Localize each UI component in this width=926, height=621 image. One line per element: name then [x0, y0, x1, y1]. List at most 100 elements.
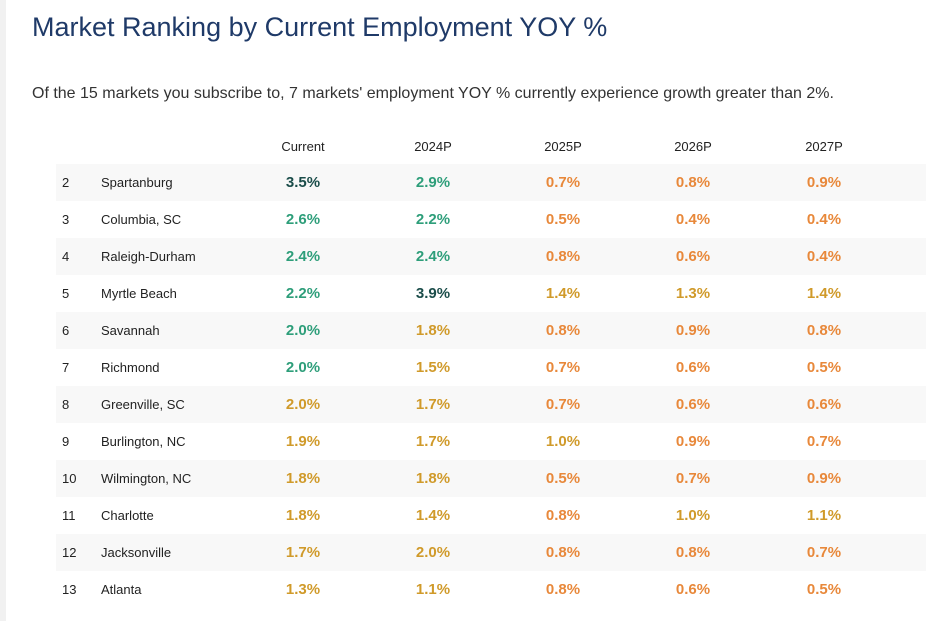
market-name-cell: Jacksonville — [101, 545, 172, 560]
table-row[interactable]: 6 Savannah 2.0% 1.8% 0.8% 0.9% 0.8% — [56, 312, 926, 349]
market-name-cell: Atlanta — [101, 582, 142, 594]
table-row[interactable]: 5 Myrtle Beach 2.2% 3.9% 1.4% 1.3% 1.4% — [56, 275, 926, 312]
column-header-current[interactable]: Current — [281, 138, 325, 154]
value-cell-2027p: 0.7% — [806, 544, 842, 561]
value-cell-2027p: 0.5% — [806, 581, 842, 594]
rank-cell: 3 — [62, 212, 70, 227]
table-row[interactable]: 2 Spartanburg 3.5% 2.9% 0.7% 0.8% 0.9% — [56, 164, 926, 201]
value-cell-current: 2.6% — [285, 211, 321, 228]
column-header-2024p[interactable]: 2024P — [414, 138, 452, 154]
value-cell-2027p: 0.9% — [806, 470, 842, 487]
market-name-cell: Greenville, SC — [101, 397, 185, 412]
value-cell-2025p: 1.4% — [545, 285, 581, 302]
column-header-2027p[interactable]: 2027P — [805, 138, 843, 154]
column-header-2026p[interactable]: 2026P — [674, 138, 712, 154]
value-cell-2026p: 0.4% — [675, 211, 711, 228]
value-cell-2024p: 1.7% — [415, 396, 451, 413]
value-cell-current: 1.8% — [285, 470, 321, 487]
value-cell-2026p: 0.8% — [675, 544, 711, 561]
value-cell-2024p: 1.1% — [415, 581, 451, 594]
value-cell-2027p: 0.8% — [806, 322, 842, 339]
value-cell-2025p: 0.5% — [545, 211, 581, 228]
value-cell-2025p: 0.8% — [545, 248, 581, 265]
value-cell-current: 2.2% — [285, 285, 321, 302]
rank-cell: 10 — [62, 471, 77, 486]
value-cell-2026p: 0.6% — [675, 359, 711, 376]
rank-cell: 8 — [62, 397, 70, 412]
value-cell-2024p: 2.9% — [415, 174, 451, 191]
value-cell-2024p: 1.8% — [415, 470, 451, 487]
market-name-cell: Wilmington, NC — [101, 471, 192, 486]
market-name-cell: Raleigh-Durham — [101, 249, 196, 264]
value-cell-2024p: 2.2% — [415, 211, 451, 228]
rank-cell: 13 — [62, 582, 77, 594]
value-cell-2026p: 0.8% — [675, 174, 711, 191]
rank-cell: 5 — [62, 286, 70, 301]
value-cell-2025p: 1.0% — [545, 433, 581, 450]
value-cell-2025p: 0.8% — [545, 544, 581, 561]
value-cell-2024p: 2.4% — [415, 248, 451, 265]
value-cell-2026p: 0.9% — [675, 322, 711, 339]
value-cell-2026p: 0.9% — [675, 433, 711, 450]
table-row[interactable]: 10 Wilmington, NC 1.8% 1.8% 0.5% 0.7% 0.9% — [56, 460, 926, 497]
value-cell-2025p: 0.7% — [545, 174, 581, 191]
value-cell-2025p: 0.7% — [545, 396, 581, 413]
value-cell-2025p: 0.8% — [545, 581, 581, 594]
rank-cell: 2 — [62, 175, 70, 190]
page-title: Market Ranking by Current Employment YOY… — [32, 12, 608, 42]
table-row[interactable]: 8 Greenville, SC 2.0% 1.7% 0.7% 0.6% 0.6% — [56, 386, 926, 423]
value-cell-2024p: 2.0% — [415, 544, 451, 561]
table-header-row: Current 2024P 2025P 2026P 2027P — [56, 128, 926, 164]
market-name-cell: Spartanburg — [101, 175, 173, 190]
value-cell-current: 1.3% — [285, 581, 321, 594]
value-cell-current: 2.0% — [285, 322, 321, 339]
rank-cell: 11 — [62, 508, 76, 523]
table-row[interactable]: 9 Burlington, NC 1.9% 1.7% 1.0% 0.9% 0.7% — [56, 423, 926, 460]
value-cell-current: 2.0% — [285, 396, 321, 413]
value-cell-2027p: 0.9% — [806, 174, 842, 191]
value-cell-current: 1.8% — [285, 507, 321, 524]
value-cell-2024p: 1.7% — [415, 433, 451, 450]
table-row[interactable]: 3 Columbia, SC 2.6% 2.2% 0.5% 0.4% 0.4% — [56, 201, 926, 238]
value-cell-2027p: 0.6% — [806, 396, 842, 413]
value-cell-2027p: 1.4% — [806, 285, 842, 302]
value-cell-current: 1.7% — [285, 544, 321, 561]
value-cell-2025p: 0.8% — [545, 507, 581, 524]
column-header-2025p[interactable]: 2025P — [544, 138, 582, 154]
rank-cell: 12 — [62, 545, 77, 560]
value-cell-2026p: 1.3% — [675, 285, 711, 302]
value-cell-2026p: 0.6% — [675, 396, 711, 413]
rank-cell: 7 — [62, 360, 70, 375]
value-cell-2026p: 0.7% — [675, 470, 711, 487]
value-cell-2024p: 3.9% — [415, 285, 451, 302]
table-row[interactable]: 11 Charlotte 1.8% 1.4% 0.8% 1.0% 1.1% — [56, 497, 926, 534]
value-cell-current: 3.5% — [285, 174, 321, 191]
value-cell-2027p: 1.1% — [806, 507, 842, 524]
value-cell-2027p: 0.5% — [806, 359, 842, 376]
value-cell-2024p: 1.4% — [415, 507, 451, 524]
rank-cell: 6 — [62, 323, 70, 338]
table-row[interactable]: 12 Jacksonville 1.7% 2.0% 0.8% 0.8% 0.7% — [56, 534, 926, 571]
rank-cell: 4 — [62, 249, 70, 264]
value-cell-2025p: 0.5% — [545, 470, 581, 487]
table-row[interactable]: 13 Atlanta 1.3% 1.1% 0.8% 0.6% 0.5% — [56, 571, 926, 594]
market-name-cell: Richmond — [101, 360, 160, 375]
value-cell-2026p: 0.6% — [675, 248, 711, 265]
market-name-cell: Columbia, SC — [101, 212, 182, 227]
left-edge-bar — [0, 0, 6, 621]
summary-text: Of the 15 markets you subscribe to, 7 ma… — [32, 85, 834, 102]
value-cell-current: 2.0% — [285, 359, 321, 376]
value-cell-2024p: 1.8% — [415, 322, 451, 339]
value-cell-2027p: 0.4% — [806, 211, 842, 228]
value-cell-2027p: 0.7% — [806, 433, 842, 450]
table-body: 2 Spartanburg 3.5% 2.9% 0.7% 0.8% 0.9% 3 Columbi… — [56, 164, 926, 594]
value-cell-2027p: 0.4% — [806, 248, 842, 265]
table-row[interactable]: 4 Raleigh-Durham 2.4% 2.4% 0.8% 0.6% 0.4% — [56, 238, 926, 275]
table-row[interactable]: 7 Richmond 2.0% 1.5% 0.7% 0.6% 0.5% — [56, 349, 926, 386]
value-cell-2026p: 0.6% — [675, 581, 711, 594]
value-cell-current: 2.4% — [285, 248, 321, 265]
ranking-table: Current 2024P 2025P 2026P 2027P 2 Spartan… — [56, 128, 926, 594]
rank-cell: 9 — [62, 434, 70, 449]
value-cell-2025p: 0.8% — [545, 322, 581, 339]
market-name-cell: Charlotte — [101, 508, 154, 523]
